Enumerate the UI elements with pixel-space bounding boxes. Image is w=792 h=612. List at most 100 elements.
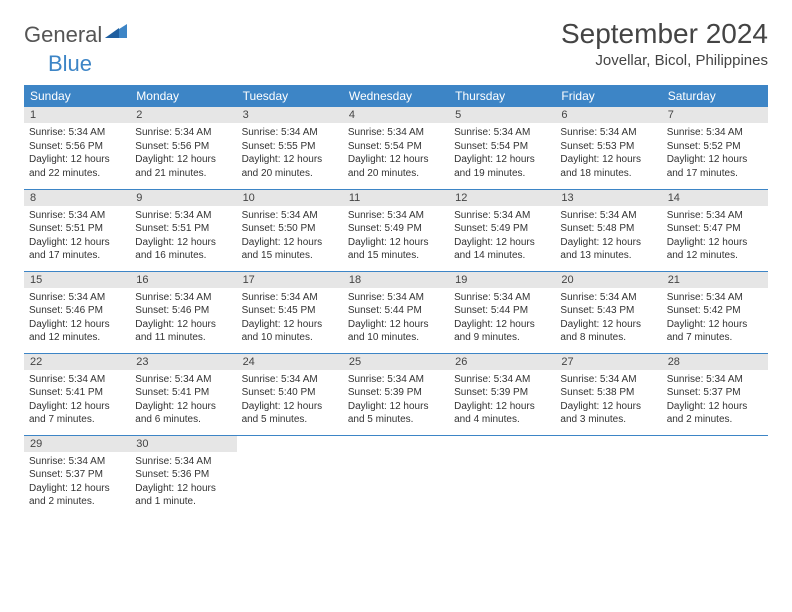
day-cell: 11Sunrise: 5:34 AMSunset: 5:49 PMDayligh… [343, 189, 449, 271]
sunrise-text: Sunrise: 5:34 AM [454, 373, 550, 387]
sunset-text: Sunset: 5:41 PM [29, 386, 125, 400]
day-details: Sunrise: 5:34 AMSunset: 5:46 PMDaylight:… [130, 288, 236, 349]
sunset-text: Sunset: 5:45 PM [242, 304, 338, 318]
week-row: 8Sunrise: 5:34 AMSunset: 5:51 PMDaylight… [24, 189, 768, 271]
day-cell [343, 435, 449, 517]
day-details: Sunrise: 5:34 AMSunset: 5:44 PMDaylight:… [449, 288, 555, 349]
sunset-text: Sunset: 5:44 PM [348, 304, 444, 318]
daylight-text: Daylight: 12 hours and 17 minutes. [667, 153, 763, 180]
daylight-text: Daylight: 12 hours and 16 minutes. [135, 236, 231, 263]
sunrise-text: Sunrise: 5:34 AM [135, 373, 231, 387]
day-details: Sunrise: 5:34 AMSunset: 5:38 PMDaylight:… [555, 370, 661, 431]
daylight-text: Daylight: 12 hours and 1 minute. [135, 482, 231, 509]
day-cell: 21Sunrise: 5:34 AMSunset: 5:42 PMDayligh… [662, 271, 768, 353]
day-details: Sunrise: 5:34 AMSunset: 5:51 PMDaylight:… [24, 206, 130, 267]
day-cell: 29Sunrise: 5:34 AMSunset: 5:37 PMDayligh… [24, 435, 130, 517]
sunset-text: Sunset: 5:54 PM [348, 140, 444, 154]
sunrise-text: Sunrise: 5:34 AM [454, 291, 550, 305]
daylight-text: Daylight: 12 hours and 5 minutes. [242, 400, 338, 427]
sunrise-text: Sunrise: 5:34 AM [135, 209, 231, 223]
sunrise-text: Sunrise: 5:34 AM [29, 209, 125, 223]
daylight-text: Daylight: 12 hours and 17 minutes. [29, 236, 125, 263]
brand-logo: General [24, 22, 127, 48]
sunrise-text: Sunrise: 5:34 AM [348, 126, 444, 140]
day-details: Sunrise: 5:34 AMSunset: 5:55 PMDaylight:… [237, 123, 343, 184]
location-text: Jovellar, Bicol, Philippines [561, 52, 768, 69]
sunrise-text: Sunrise: 5:34 AM [667, 373, 763, 387]
day-cell: 13Sunrise: 5:34 AMSunset: 5:48 PMDayligh… [555, 189, 661, 271]
day-details: Sunrise: 5:34 AMSunset: 5:49 PMDaylight:… [449, 206, 555, 267]
sunset-text: Sunset: 5:46 PM [29, 304, 125, 318]
daylight-text: Daylight: 12 hours and 2 minutes. [667, 400, 763, 427]
sunrise-text: Sunrise: 5:34 AM [560, 209, 656, 223]
day-number: 16 [130, 272, 236, 288]
day-number: 29 [24, 436, 130, 452]
daylight-text: Daylight: 12 hours and 22 minutes. [29, 153, 125, 180]
daylight-text: Daylight: 12 hours and 15 minutes. [242, 236, 338, 263]
sunset-text: Sunset: 5:37 PM [667, 386, 763, 400]
day-cell [662, 435, 768, 517]
day-details: Sunrise: 5:34 AMSunset: 5:47 PMDaylight:… [662, 206, 768, 267]
day-number: 5 [449, 107, 555, 123]
day-cell: 4Sunrise: 5:34 AMSunset: 5:54 PMDaylight… [343, 107, 449, 189]
day-cell [449, 435, 555, 517]
daylight-text: Daylight: 12 hours and 11 minutes. [135, 318, 231, 345]
day-details: Sunrise: 5:34 AMSunset: 5:37 PMDaylight:… [24, 452, 130, 513]
sunset-text: Sunset: 5:44 PM [454, 304, 550, 318]
day-details: Sunrise: 5:34 AMSunset: 5:39 PMDaylight:… [449, 370, 555, 431]
day-number: 11 [343, 190, 449, 206]
sunrise-text: Sunrise: 5:34 AM [454, 209, 550, 223]
sunrise-text: Sunrise: 5:34 AM [348, 291, 444, 305]
sunset-text: Sunset: 5:48 PM [560, 222, 656, 236]
day-details: Sunrise: 5:34 AMSunset: 5:51 PMDaylight:… [130, 206, 236, 267]
day-details: Sunrise: 5:34 AMSunset: 5:40 PMDaylight:… [237, 370, 343, 431]
logo-triangle-icon [105, 22, 127, 43]
daylight-text: Daylight: 12 hours and 21 minutes. [135, 153, 231, 180]
day-details: Sunrise: 5:34 AMSunset: 5:37 PMDaylight:… [662, 370, 768, 431]
day-cell: 3Sunrise: 5:34 AMSunset: 5:55 PMDaylight… [237, 107, 343, 189]
sunrise-text: Sunrise: 5:34 AM [242, 373, 338, 387]
day-details: Sunrise: 5:34 AMSunset: 5:42 PMDaylight:… [662, 288, 768, 349]
day-details: Sunrise: 5:34 AMSunset: 5:45 PMDaylight:… [237, 288, 343, 349]
day-header: Monday [130, 85, 236, 107]
day-cell: 27Sunrise: 5:34 AMSunset: 5:38 PMDayligh… [555, 353, 661, 435]
sunrise-text: Sunrise: 5:34 AM [348, 373, 444, 387]
day-number: 7 [662, 107, 768, 123]
day-cell: 17Sunrise: 5:34 AMSunset: 5:45 PMDayligh… [237, 271, 343, 353]
day-details: Sunrise: 5:34 AMSunset: 5:52 PMDaylight:… [662, 123, 768, 184]
sunset-text: Sunset: 5:40 PM [242, 386, 338, 400]
day-cell: 10Sunrise: 5:34 AMSunset: 5:50 PMDayligh… [237, 189, 343, 271]
day-cell [237, 435, 343, 517]
day-number: 17 [237, 272, 343, 288]
day-number: 24 [237, 354, 343, 370]
week-row: 15Sunrise: 5:34 AMSunset: 5:46 PMDayligh… [24, 271, 768, 353]
daylight-text: Daylight: 12 hours and 3 minutes. [560, 400, 656, 427]
sunset-text: Sunset: 5:53 PM [560, 140, 656, 154]
sunrise-text: Sunrise: 5:34 AM [242, 291, 338, 305]
daylight-text: Daylight: 12 hours and 2 minutes. [29, 482, 125, 509]
day-cell: 24Sunrise: 5:34 AMSunset: 5:40 PMDayligh… [237, 353, 343, 435]
sunset-text: Sunset: 5:49 PM [348, 222, 444, 236]
day-header: Wednesday [343, 85, 449, 107]
day-number: 26 [449, 354, 555, 370]
day-cell: 8Sunrise: 5:34 AMSunset: 5:51 PMDaylight… [24, 189, 130, 271]
day-cell: 12Sunrise: 5:34 AMSunset: 5:49 PMDayligh… [449, 189, 555, 271]
daylight-text: Daylight: 12 hours and 15 minutes. [348, 236, 444, 263]
sunset-text: Sunset: 5:39 PM [454, 386, 550, 400]
day-cell: 19Sunrise: 5:34 AMSunset: 5:44 PMDayligh… [449, 271, 555, 353]
sunset-text: Sunset: 5:38 PM [560, 386, 656, 400]
day-number: 8 [24, 190, 130, 206]
sunset-text: Sunset: 5:47 PM [667, 222, 763, 236]
day-header: Tuesday [237, 85, 343, 107]
day-details: Sunrise: 5:34 AMSunset: 5:56 PMDaylight:… [24, 123, 130, 184]
sunset-text: Sunset: 5:37 PM [29, 468, 125, 482]
day-cell: 25Sunrise: 5:34 AMSunset: 5:39 PMDayligh… [343, 353, 449, 435]
sunset-text: Sunset: 5:50 PM [242, 222, 338, 236]
day-cell: 18Sunrise: 5:34 AMSunset: 5:44 PMDayligh… [343, 271, 449, 353]
day-header-row: Sunday Monday Tuesday Wednesday Thursday… [24, 85, 768, 107]
day-number: 20 [555, 272, 661, 288]
day-cell: 23Sunrise: 5:34 AMSunset: 5:41 PMDayligh… [130, 353, 236, 435]
brand-part2: Blue [48, 51, 92, 77]
sunrise-text: Sunrise: 5:34 AM [242, 209, 338, 223]
day-details: Sunrise: 5:34 AMSunset: 5:43 PMDaylight:… [555, 288, 661, 349]
